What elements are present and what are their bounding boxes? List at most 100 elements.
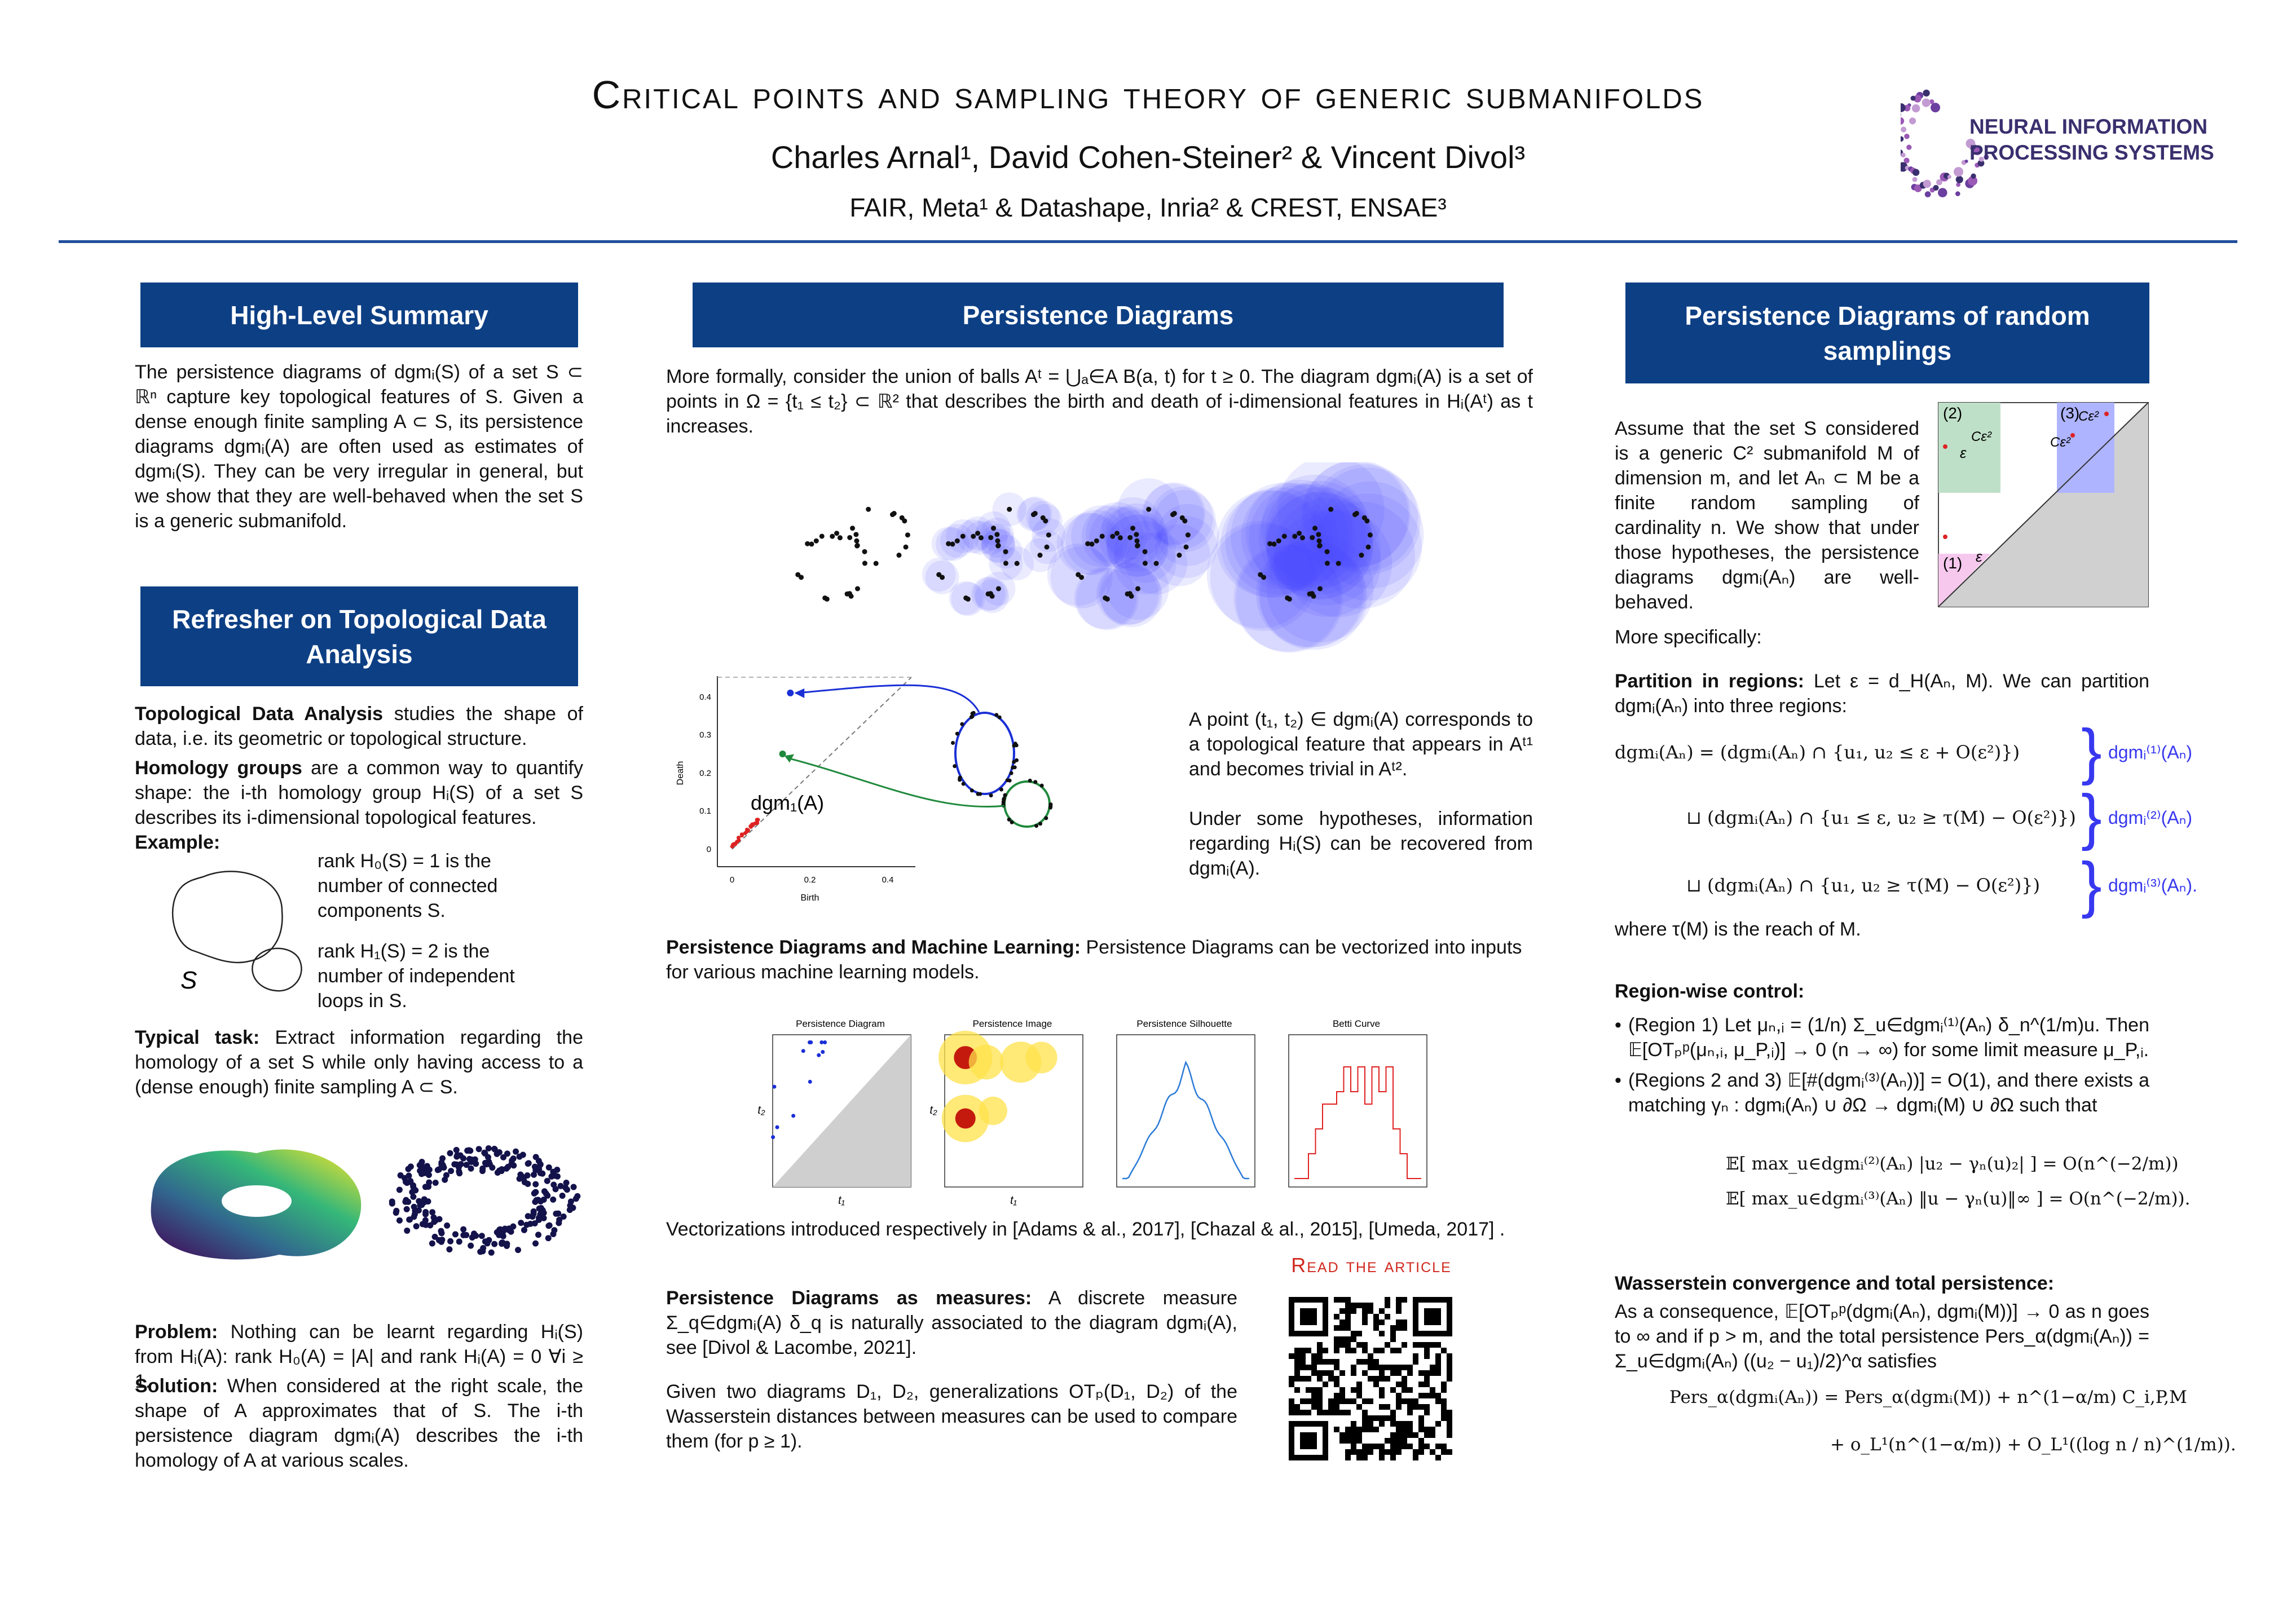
qr-module <box>1424 1320 1430 1325</box>
logo-dot <box>1906 144 1912 150</box>
qr-module <box>1294 1359 1300 1365</box>
qr-module <box>1306 1314 1311 1320</box>
qr-module <box>1447 1432 1452 1438</box>
qr-module <box>1435 1331 1441 1336</box>
logo-dot <box>1956 182 1961 187</box>
qr-module <box>1345 1320 1351 1325</box>
qr-module <box>1294 1331 1300 1336</box>
qr-module <box>1300 1308 1306 1314</box>
qr-module <box>1379 1393 1385 1398</box>
cloud-point <box>533 1197 540 1203</box>
cloud-point <box>448 1168 455 1175</box>
sample-point <box>809 541 814 547</box>
qr-module <box>1413 1320 1418 1325</box>
qr-module <box>1435 1308 1441 1314</box>
qr-module <box>1396 1303 1402 1308</box>
paragraph: Topological Data Analysis studies the sh… <box>135 701 583 751</box>
diagram-point <box>808 1079 812 1084</box>
qr-module <box>1345 1410 1351 1415</box>
sample-point <box>1011 765 1015 770</box>
sample-point <box>854 538 860 544</box>
qr-module <box>1441 1387 1447 1393</box>
qr-module <box>1289 1421 1294 1427</box>
sample-point <box>854 542 860 548</box>
qr-module <box>1413 1455 1418 1460</box>
qr-module <box>1385 1415 1390 1421</box>
qr-module <box>1356 1438 1362 1444</box>
qr-module <box>1323 1382 1328 1387</box>
qr-module <box>1390 1370 1396 1376</box>
diagonal <box>1938 402 2149 607</box>
bullet: • (Regions 2 and 3) 𝔼[#(dgmᵢ⁽³⁾(Aₙ))] = O… <box>1615 1068 2149 1118</box>
qr-module <box>1300 1297 1306 1303</box>
cloud-point <box>470 1230 477 1237</box>
logo-dot <box>1903 157 1910 164</box>
logo-dot <box>1922 98 1931 107</box>
cloud-point <box>478 1233 485 1239</box>
sample-point <box>1134 538 1140 544</box>
lead: Solution: <box>135 1375 218 1397</box>
qr-module <box>1424 1376 1430 1382</box>
sample-point <box>1007 778 1012 783</box>
qr-module <box>1306 1398 1311 1404</box>
sample-point <box>1185 532 1191 538</box>
qr-module <box>1294 1353 1300 1359</box>
qr-module <box>1339 1438 1345 1444</box>
sample-point <box>1134 532 1139 537</box>
qr-module <box>1306 1444 1311 1449</box>
qr-module <box>1323 1320 1328 1325</box>
sample-point <box>970 711 975 716</box>
qr-module <box>1300 1353 1306 1359</box>
cloud-point <box>551 1227 558 1234</box>
cloud-point <box>438 1228 444 1234</box>
cloud-point <box>559 1192 566 1199</box>
cloud-point <box>532 1240 539 1247</box>
example-text: rank H₁(S) = 2 is the number of independ… <box>318 941 515 1012</box>
qr-module <box>1351 1421 1356 1427</box>
region-label: ε <box>1960 444 1967 461</box>
task-text: Typical task: Extract information regard… <box>135 1025 583 1100</box>
cloud-point <box>410 1193 417 1200</box>
cloud-point <box>525 1181 531 1188</box>
sample-point <box>1359 553 1364 558</box>
cloud-point <box>532 1189 539 1195</box>
sample-point <box>1003 793 1007 797</box>
qr-label[interactable]: Read the article <box>1291 1254 1452 1277</box>
more-text: More specifically: <box>1615 626 1762 648</box>
sample-point <box>1328 506 1334 512</box>
qr-module <box>1390 1410 1396 1415</box>
qr-module <box>1311 1320 1317 1325</box>
sample-point <box>1037 553 1043 558</box>
qr-module <box>1402 1387 1407 1393</box>
region-label: (2) <box>1943 404 1962 422</box>
section-heading: Persistence Diagrams <box>693 283 1504 347</box>
logo-dot <box>1929 99 1934 104</box>
qr-code[interactable] <box>1289 1297 1452 1460</box>
sample-point <box>847 535 853 540</box>
cloud-point <box>453 1146 460 1153</box>
cloud-point <box>427 1222 434 1229</box>
logo-dot <box>1984 155 1989 160</box>
logo-dot <box>1913 95 1922 103</box>
qr-module <box>1351 1308 1356 1314</box>
qr-module <box>1328 1370 1334 1376</box>
sample-point <box>850 526 856 531</box>
lead: Persistence Diagrams as measures: <box>666 1287 1032 1309</box>
cloud-point <box>411 1203 417 1210</box>
diagram-point <box>744 828 749 832</box>
qr-module <box>1323 1303 1328 1308</box>
qr-module <box>1379 1449 1385 1455</box>
qr-module <box>1339 1320 1345 1325</box>
qr-module <box>1323 1427 1328 1432</box>
cloud-point <box>557 1182 564 1189</box>
qr-module <box>1294 1365 1300 1370</box>
qr-module <box>1323 1455 1328 1460</box>
qr-module <box>1345 1308 1351 1314</box>
qr-module <box>1407 1421 1413 1427</box>
cloud-point <box>540 1210 547 1216</box>
qr-module <box>1407 1370 1413 1376</box>
diagram-point <box>787 689 794 696</box>
qr-module <box>1402 1427 1407 1432</box>
cloud-point <box>491 1241 498 1247</box>
cloud-point <box>413 1223 420 1230</box>
